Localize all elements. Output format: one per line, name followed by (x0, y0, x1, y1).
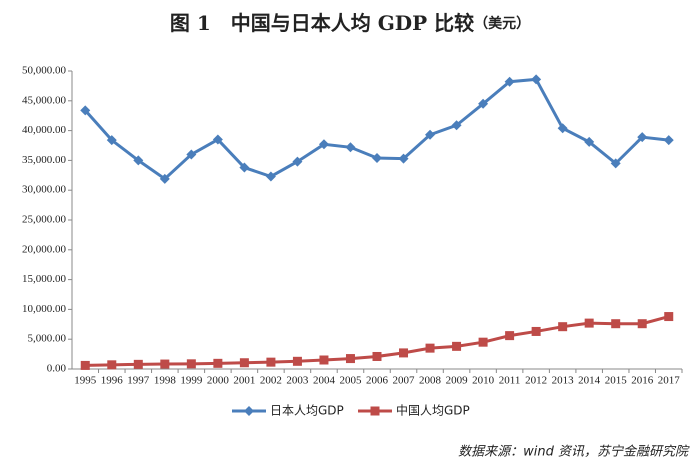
point-marker (292, 356, 302, 366)
title-main: 图 1 中国与日本人均 GDP 比较 (170, 11, 474, 35)
point-marker (266, 357, 276, 367)
x-tick-label: 2003 (286, 375, 309, 387)
point-marker (637, 132, 648, 143)
point-marker (452, 341, 462, 351)
y-tick-label: 0.00 (47, 363, 67, 375)
x-tick-label: 2012 (525, 375, 547, 387)
point-marker (505, 331, 515, 341)
y-tick-label: 25,000.00 (22, 214, 67, 226)
point-marker (345, 142, 356, 153)
point-marker (663, 135, 674, 146)
y-tick-label: 50,000.00 (22, 65, 67, 77)
source-note: 数据来源：wind 资讯，苏宁金融研究院 (458, 444, 690, 460)
point-marker (186, 149, 197, 160)
x-tick-label: 2006 (366, 375, 389, 387)
x-tick-label: 1999 (180, 375, 203, 387)
point-marker (584, 318, 594, 328)
chart-title: 图 1 中国与日本人均 GDP 比较（美元） (170, 11, 530, 35)
point-marker (160, 359, 170, 369)
x-tick-label: 2001 (233, 375, 255, 387)
point-marker (292, 156, 303, 167)
point-marker (372, 153, 382, 164)
point-marker (557, 123, 568, 134)
point-marker (451, 120, 462, 131)
point-marker (372, 351, 382, 361)
x-tick-label: 2007 (393, 375, 416, 387)
point-marker (186, 359, 196, 369)
point-marker (425, 129, 436, 140)
x-tick-label: 2000 (207, 375, 230, 387)
x-tick-label: 1997 (127, 375, 150, 387)
x-tick-label: 2014 (578, 375, 601, 387)
y-tick-label: 10,000.00 (22, 303, 67, 315)
x-tick-label: 2002 (260, 375, 282, 387)
point-marker (637, 319, 647, 329)
x-tick-label: 2004 (313, 375, 336, 387)
x-tick-label: 2005 (339, 375, 362, 387)
point-marker (107, 360, 117, 370)
y-tick-label: 15,000.00 (22, 273, 67, 285)
point-marker (133, 359, 143, 369)
x-tick-label: 2013 (552, 375, 575, 387)
point-marker (133, 155, 144, 166)
legend-label: 中国人均GDP (396, 403, 470, 418)
point-marker (531, 74, 542, 85)
point-marker (478, 98, 489, 109)
point-marker (531, 326, 541, 336)
point-marker (425, 343, 435, 353)
series-line (84, 77, 669, 181)
legend-marker (370, 406, 380, 416)
point-marker (611, 319, 621, 329)
legend-marker (244, 406, 254, 416)
point-marker (345, 354, 355, 364)
x-tick-label: 2009 (446, 375, 469, 387)
point-marker (664, 312, 674, 322)
point-marker (610, 158, 621, 169)
y-tick-label: 45,000.00 (22, 94, 67, 106)
point-marker (80, 105, 91, 116)
point-marker (398, 153, 409, 164)
x-tick-label: 2011 (499, 375, 521, 387)
point-marker (159, 173, 170, 184)
y-tick-label: 35,000.00 (22, 154, 67, 166)
point-marker (319, 355, 329, 365)
x-tick-label: 2015 (605, 375, 628, 387)
point-marker (106, 135, 117, 146)
point-marker (504, 76, 515, 87)
title-unit: （美元） (474, 15, 530, 32)
x-tick-label: 1998 (154, 375, 177, 387)
y-tick-label: 30,000.00 (22, 184, 67, 196)
point-marker (239, 358, 249, 368)
point-marker (80, 360, 90, 370)
x-tick-label: 2017 (658, 375, 681, 387)
point-marker (213, 358, 223, 368)
x-tick-label: 1995 (74, 375, 97, 387)
y-tick-label: 40,000.00 (22, 124, 67, 136)
point-marker (584, 136, 595, 147)
point-marker (558, 322, 568, 332)
point-marker (212, 134, 223, 145)
x-tick-label: 1996 (101, 375, 124, 387)
y-tick-label: 5,000.00 (28, 333, 67, 345)
x-tick-label: 2010 (472, 375, 495, 387)
point-marker (265, 171, 276, 182)
x-tick-label: 2008 (419, 375, 442, 387)
y-tick-label: 20,000.00 (22, 243, 67, 255)
legend-label: 日本人均GDP (270, 404, 344, 418)
point-marker (318, 139, 329, 150)
x-tick-label: 2016 (631, 375, 654, 387)
point-marker (399, 348, 409, 358)
point-marker (239, 162, 250, 173)
point-marker (478, 337, 488, 347)
